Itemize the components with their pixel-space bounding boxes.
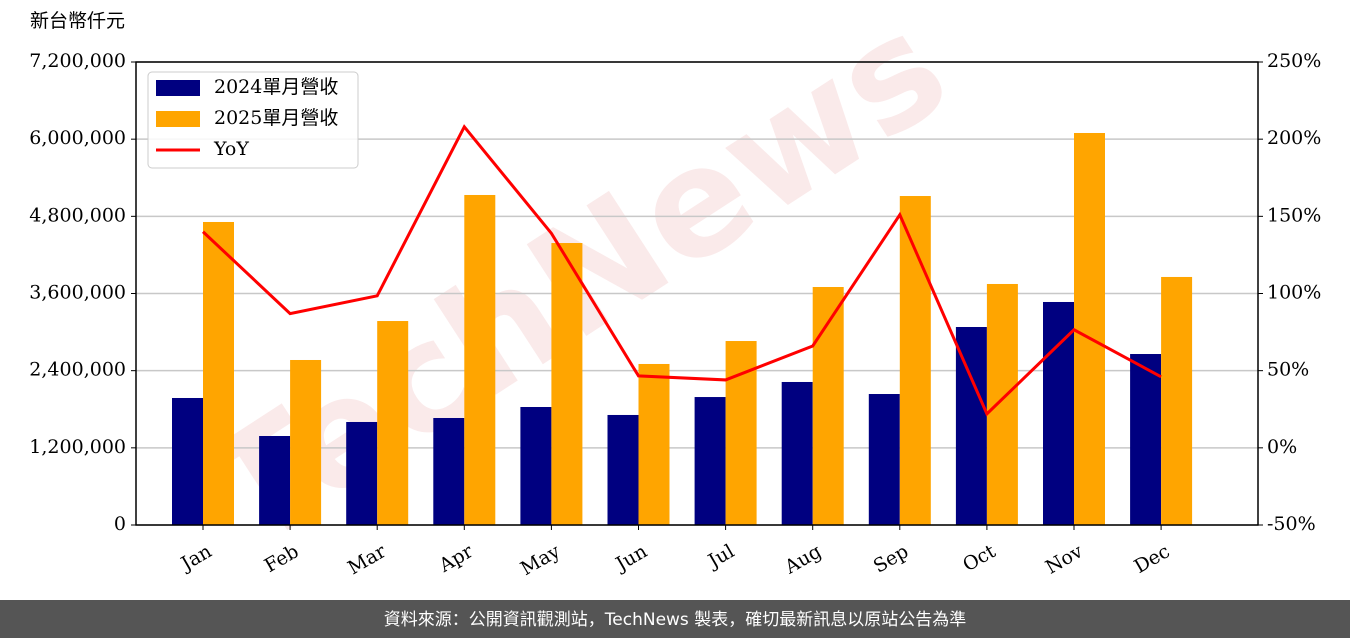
bar	[812, 287, 844, 525]
y-tick-label: 2,400,000	[29, 359, 126, 381]
bar	[638, 363, 670, 525]
legend-box	[147, 71, 359, 169]
bar	[1074, 132, 1105, 525]
bar	[1130, 354, 1162, 525]
bar	[377, 321, 409, 525]
bar	[203, 221, 234, 525]
x-tick-label: Jan	[176, 540, 216, 576]
bar	[172, 397, 203, 525]
bar	[868, 394, 900, 525]
y2-tick-label: 100%	[1267, 282, 1321, 304]
x-tick-label: Mar	[344, 540, 390, 579]
bar	[781, 381, 813, 525]
legend-label: YoY	[213, 138, 249, 160]
x-tick-label: Dec	[1130, 540, 1173, 578]
bar	[725, 341, 757, 525]
x-tick-label: Oct	[959, 540, 1000, 576]
x-tick-label: Sep	[870, 540, 913, 577]
line	[201, 124, 1162, 417]
y-tick-label: 1,200,000	[29, 436, 126, 458]
bar	[520, 406, 552, 525]
bar	[551, 243, 583, 525]
y-tick-label: 4,800,000	[29, 204, 126, 226]
legend-label: 2024單月營收	[214, 76, 338, 98]
x-tick-label: Aug	[780, 540, 825, 579]
bar	[433, 417, 465, 525]
bar	[464, 194, 496, 525]
x-tick-label: May	[517, 540, 564, 580]
y2-tick-label: -50%	[1267, 513, 1316, 535]
y2-tick-label: 0%	[1267, 436, 1297, 458]
x-tick-label: Jul	[703, 540, 738, 573]
y-axis-label: 新台幣仟元	[30, 10, 125, 32]
legend-label: 2025單月營收	[214, 107, 338, 129]
bar	[259, 436, 291, 525]
y-tick-label: 3,600,000	[29, 282, 126, 304]
x-tick-label: Jun	[610, 540, 651, 576]
y2-tick-label: 50%	[1267, 359, 1309, 381]
footer-band	[0, 600, 1350, 638]
y2-tick-label: 200%	[1267, 127, 1321, 149]
bar	[346, 421, 378, 525]
x-tick-label: Apr	[435, 540, 478, 577]
y-tick-label: 6,000,000	[29, 127, 126, 149]
legend-swatch	[156, 111, 200, 127]
y2-tick-label: 150%	[1267, 204, 1321, 226]
bar	[290, 359, 322, 525]
x-tick-label: Nov	[1042, 540, 1087, 579]
plot-frame	[135, 61, 1259, 526]
y2-tick-label: 250%	[1267, 50, 1321, 72]
bar	[1161, 276, 1193, 525]
legend-swatch	[156, 80, 200, 96]
bar	[955, 327, 987, 525]
bar	[986, 283, 1018, 525]
bar	[607, 414, 639, 525]
bar	[1043, 301, 1074, 525]
y-tick-label: 0	[114, 513, 126, 535]
y-tick-label: 7,200,000	[29, 50, 126, 72]
bar	[899, 196, 931, 526]
footer: 資料來源：公開資訊觀測站，TechNews 製表，確切最新訊息以原站公告為準	[384, 610, 966, 630]
bar	[694, 397, 726, 525]
